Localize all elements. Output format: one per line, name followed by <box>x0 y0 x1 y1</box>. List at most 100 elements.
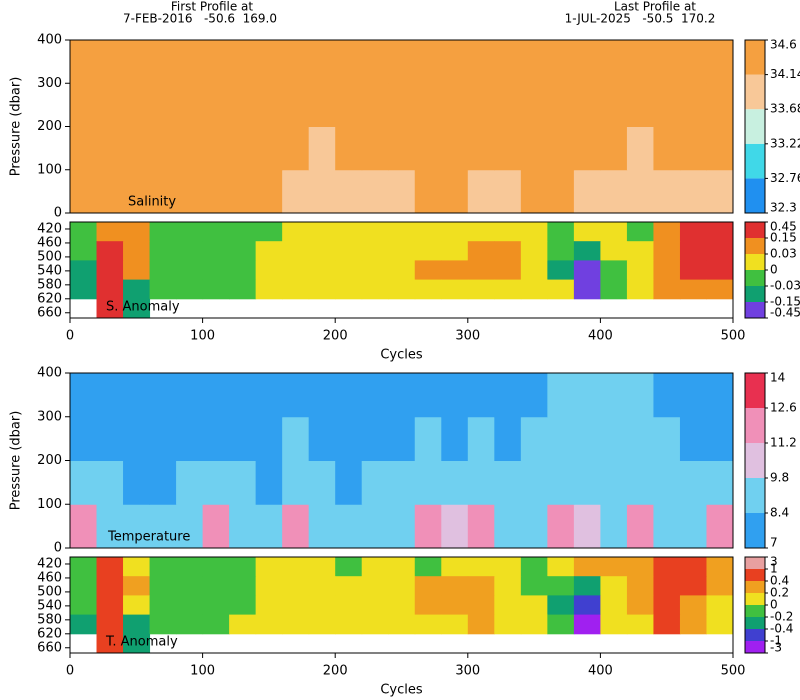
cell <box>123 373 151 418</box>
cell <box>388 416 416 461</box>
cell <box>679 576 707 596</box>
colorbar-swatch <box>745 443 765 478</box>
cell <box>123 504 151 549</box>
cell <box>308 169 336 214</box>
cell <box>520 222 548 242</box>
cell <box>626 126 654 171</box>
cell <box>335 40 363 84</box>
cell <box>70 279 98 300</box>
cell <box>229 169 257 214</box>
cell <box>388 241 416 261</box>
y-tick-label: 540 <box>37 598 62 613</box>
y-tick-label: 580 <box>37 277 62 292</box>
cell <box>414 83 442 127</box>
cell <box>388 460 416 505</box>
cell <box>520 241 548 261</box>
cell <box>361 260 389 281</box>
cell <box>441 614 469 635</box>
panel-label: T. Anomaly <box>105 635 178 650</box>
cell <box>70 557 98 577</box>
colorbar-swatch <box>745 270 765 286</box>
cell <box>547 260 575 281</box>
cell <box>600 40 628 84</box>
cell <box>176 504 204 549</box>
colorbar-swatch <box>745 222 765 238</box>
colorbar-swatch <box>745 109 765 144</box>
cell <box>282 40 310 84</box>
cell <box>679 614 707 635</box>
cell <box>679 260 707 281</box>
x-tick-label: 400 <box>588 329 613 344</box>
colorbar-swatch <box>745 74 765 110</box>
cell <box>600 260 628 281</box>
cell <box>149 260 177 281</box>
cell <box>573 460 601 505</box>
colorbar-swatch <box>745 617 765 629</box>
colorbar-swatch <box>745 238 765 254</box>
cell <box>388 557 416 577</box>
cell <box>573 222 601 242</box>
cell <box>149 416 177 461</box>
last-info: 1-JUL-2025 -50.5 170.2 <box>565 12 716 26</box>
cell <box>96 416 124 461</box>
cell <box>547 169 575 214</box>
cell <box>573 373 601 418</box>
x-tick-label: 200 <box>323 664 348 679</box>
y-tick-label: 500 <box>37 249 62 264</box>
x-tick-label: 500 <box>721 329 746 344</box>
colorbar-swatch <box>745 641 765 653</box>
cell <box>706 279 734 300</box>
cell <box>149 279 177 300</box>
cell <box>123 83 151 127</box>
cell <box>229 557 257 577</box>
cell <box>255 126 283 171</box>
cell <box>494 83 522 127</box>
cell <box>388 83 416 127</box>
colorbar-label: 0.45 <box>770 220 797 234</box>
cell <box>229 614 257 635</box>
y-axis-label: Pressure (dbar) <box>9 77 24 177</box>
cell <box>706 169 734 214</box>
cell <box>520 373 548 418</box>
cell <box>335 595 363 616</box>
x-tick-label: 0 <box>66 329 74 344</box>
cell <box>308 595 336 616</box>
cell <box>653 40 681 84</box>
cell <box>600 614 628 635</box>
cell <box>176 241 204 261</box>
colorbar-label: 0 <box>770 598 778 612</box>
cell <box>653 260 681 281</box>
colorbar-label: 12.6 <box>770 401 797 415</box>
x-tick-label: 100 <box>190 664 215 679</box>
cell <box>361 40 389 84</box>
cell <box>388 279 416 300</box>
cell <box>229 460 257 505</box>
cell <box>626 373 654 418</box>
cell <box>441 126 469 171</box>
cell <box>706 126 734 171</box>
colorbar-label: 34.6 <box>770 38 797 52</box>
cell <box>255 40 283 84</box>
cell <box>335 279 363 300</box>
cell <box>441 222 469 242</box>
cell <box>255 169 283 214</box>
colorbar-label: 33.22 <box>770 136 800 150</box>
cell <box>308 83 336 127</box>
cell <box>308 279 336 300</box>
cell <box>626 83 654 127</box>
cell <box>335 83 363 127</box>
cell <box>255 504 283 549</box>
cell <box>361 373 389 418</box>
cell <box>626 241 654 261</box>
cell <box>520 83 548 127</box>
cell <box>123 595 151 616</box>
cell <box>467 222 495 242</box>
cell <box>96 298 124 319</box>
cell <box>520 614 548 635</box>
cell <box>361 595 389 616</box>
cell <box>706 416 734 461</box>
cell <box>96 126 124 171</box>
cell <box>282 595 310 616</box>
cell <box>308 126 336 171</box>
cell <box>494 460 522 505</box>
